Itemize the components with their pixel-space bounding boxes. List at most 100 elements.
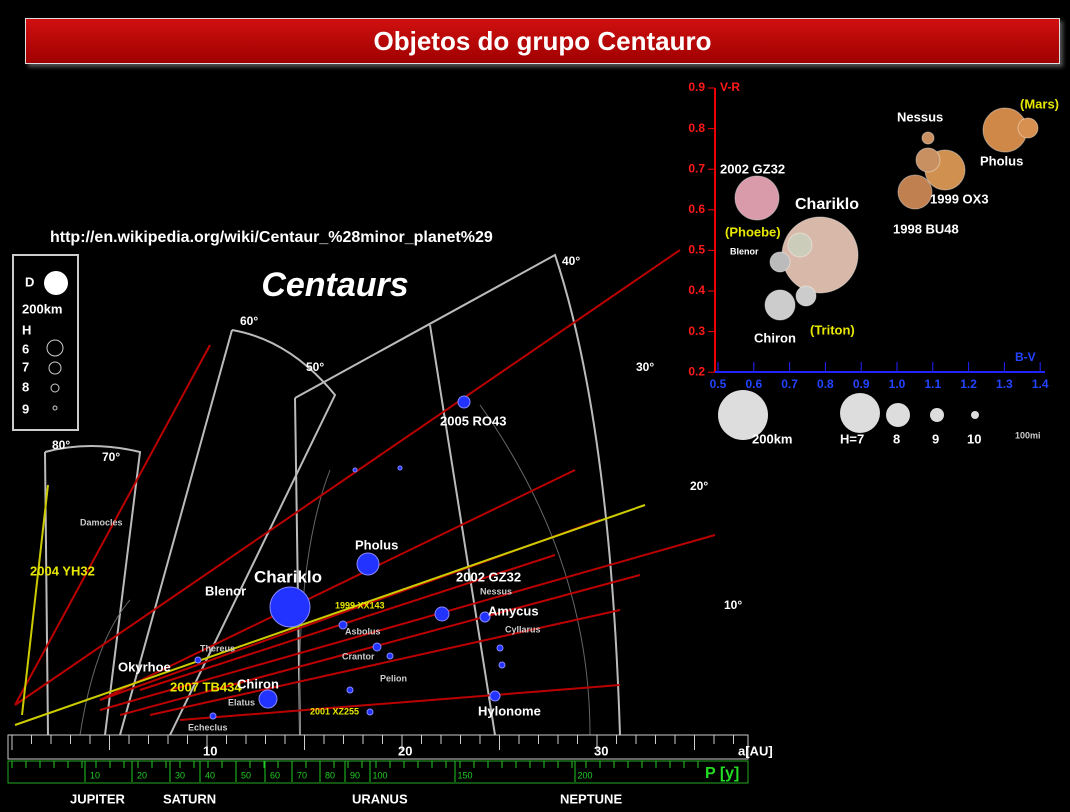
angle-label: 50°: [306, 360, 324, 374]
x-tick-label: 1.3: [996, 377, 1013, 391]
legend-h-value: 9: [22, 401, 29, 416]
period-tick-label: 10: [90, 770, 100, 780]
x-tick-label: 1.4: [1032, 377, 1049, 391]
object-label: 1999 XX143: [335, 600, 385, 610]
bodies: [194, 395, 506, 720]
y-tick-label: 0.9: [688, 80, 705, 94]
object-label: Elatus: [228, 697, 255, 707]
au-tick-label: 20: [398, 743, 412, 758]
y-tick-label: 0.7: [688, 161, 705, 175]
period-tick-label: 20: [137, 770, 147, 780]
size-legend-label: 200km: [752, 431, 792, 446]
period-tick-label: 50: [241, 770, 251, 780]
size-legend-label: H=7: [840, 431, 864, 446]
object-label: Amycus: [488, 603, 539, 618]
object-label: Crantor: [342, 651, 375, 661]
sector-frames: [44, 253, 621, 736]
legend-h-value: 7: [22, 359, 29, 374]
x-axis-label: B-V: [1015, 350, 1036, 364]
object-label: 2004 YH32: [30, 563, 95, 578]
x-tick-label: 1.1: [924, 377, 941, 391]
object-label: Cyllarus: [505, 624, 541, 634]
color-object-label: (Phoebe): [725, 224, 781, 239]
y-tick-label: 0.8: [688, 121, 705, 135]
x-tick-label: 0.9: [853, 377, 870, 391]
x-tick-label: 1.0: [889, 377, 906, 391]
period-ruler-ticks: [11, 761, 699, 782]
angle-label: 80°: [52, 438, 70, 452]
x-tick-label: 0.7: [781, 377, 798, 391]
legend-h-value: 6: [22, 341, 29, 356]
y-tick-label: 0.2: [688, 364, 705, 378]
period-tick-label: 80: [325, 770, 335, 780]
legend-d: D: [25, 274, 34, 289]
object-label: 2005 RO43: [440, 413, 507, 428]
y-tick-label: 0.3: [688, 324, 705, 338]
x-tick-label: 0.5: [710, 377, 727, 391]
source-url: http://en.wikipedia.org/wiki/Centaur_%28…: [50, 229, 493, 246]
color-object-label: 1998 BU48: [893, 221, 959, 236]
color-object-label: Pholus: [980, 153, 1023, 168]
y-tick-label: 0.5: [688, 243, 705, 257]
object-label: Damocles: [80, 517, 123, 527]
object-label: Blenor: [205, 583, 246, 598]
angle-label: 30°: [636, 360, 654, 374]
legend-h-circles: [46, 339, 64, 411]
period-tick-label: 150: [457, 770, 472, 780]
y-ticks: 0.9 0.8 0.7 0.6 0.5 0.4 0.3 0.2: [688, 80, 715, 378]
size-legend-label: 9: [932, 431, 939, 446]
size-legend-labels: 200km H=7 8 9 10 100mi: [752, 430, 1041, 446]
object-label: Okyrhoe: [118, 659, 171, 674]
au-tick-label: 10: [203, 743, 217, 758]
object-label: Nessus: [480, 586, 512, 596]
au-ruler-ticks: [11, 735, 734, 750]
object-label: Hylonome: [478, 703, 541, 718]
period-tick-label: 40: [205, 770, 215, 780]
angle-label: 70°: [102, 450, 120, 464]
angle-label: 20°: [690, 479, 708, 493]
planet-label: NEPTUNE: [560, 791, 622, 806]
color-bodies: [734, 107, 1039, 321]
object-label: Chariklo: [254, 567, 322, 586]
object-label: 2002 GZ32: [456, 569, 521, 584]
legend-h: H: [22, 322, 31, 337]
size-legend-label: 100mi: [1015, 430, 1041, 440]
color-object-label: (Triton): [810, 322, 855, 337]
angle-label: 60°: [240, 314, 258, 328]
y-tick-label: 0.4: [688, 283, 705, 297]
object-label: Pholus: [355, 537, 398, 552]
period-ruler: [7, 760, 749, 784]
color-object-labels: 2002 GZ32 Chariklo (Phoebe) Blenor Chiro…: [720, 96, 1059, 345]
orbit-line-yellow: [14, 504, 646, 726]
planet-label: SATURN: [163, 791, 216, 806]
angle-labels: 80° 70° 60° 50° 40° 30° 20° 10°: [52, 254, 742, 612]
planet-label: JUPITER: [70, 791, 126, 806]
period-tick-label: 200: [577, 770, 592, 780]
size-legend-circles: [718, 390, 979, 440]
period-tick-label: 30: [175, 770, 185, 780]
color-object-label: 1999 OX3: [930, 191, 989, 206]
object-label: Chiron: [237, 676, 279, 691]
color-object-label: 2002 GZ32: [720, 161, 785, 176]
y-axis-label: V-R: [720, 80, 740, 94]
au-ruler: [7, 734, 749, 760]
legend-circle: [44, 271, 68, 295]
orbit-lines: [14, 249, 716, 721]
angle-label: 40°: [562, 254, 580, 268]
object-label: 2001 XZ255: [310, 706, 359, 716]
color-object-label: Blenor: [730, 246, 759, 256]
angle-label: 10°: [724, 598, 742, 612]
object-labels: Damocles 2004 YH32 Chariklo Pholus Bleno…: [30, 413, 541, 732]
legend-size: 200km: [22, 301, 62, 316]
au-tick-label: 30: [594, 743, 608, 758]
period-tick-label: 100: [372, 770, 387, 780]
size-legend-label: 10: [967, 431, 981, 446]
x-tick-label: 0.6: [745, 377, 762, 391]
period-tick-label: 90: [350, 770, 360, 780]
x-ticks: 0.5 0.6 0.7 0.8 0.9 1.0 1.1 1.2 1.3 1.4: [710, 362, 1049, 391]
x-tick-label: 0.8: [817, 377, 834, 391]
slide-title: Objetos do grupo Centauro: [25, 18, 1060, 64]
color-object-label: Nessus: [897, 109, 943, 124]
planet-labels: JUPITER SATURN URANUS NEPTUNE: [70, 791, 622, 806]
